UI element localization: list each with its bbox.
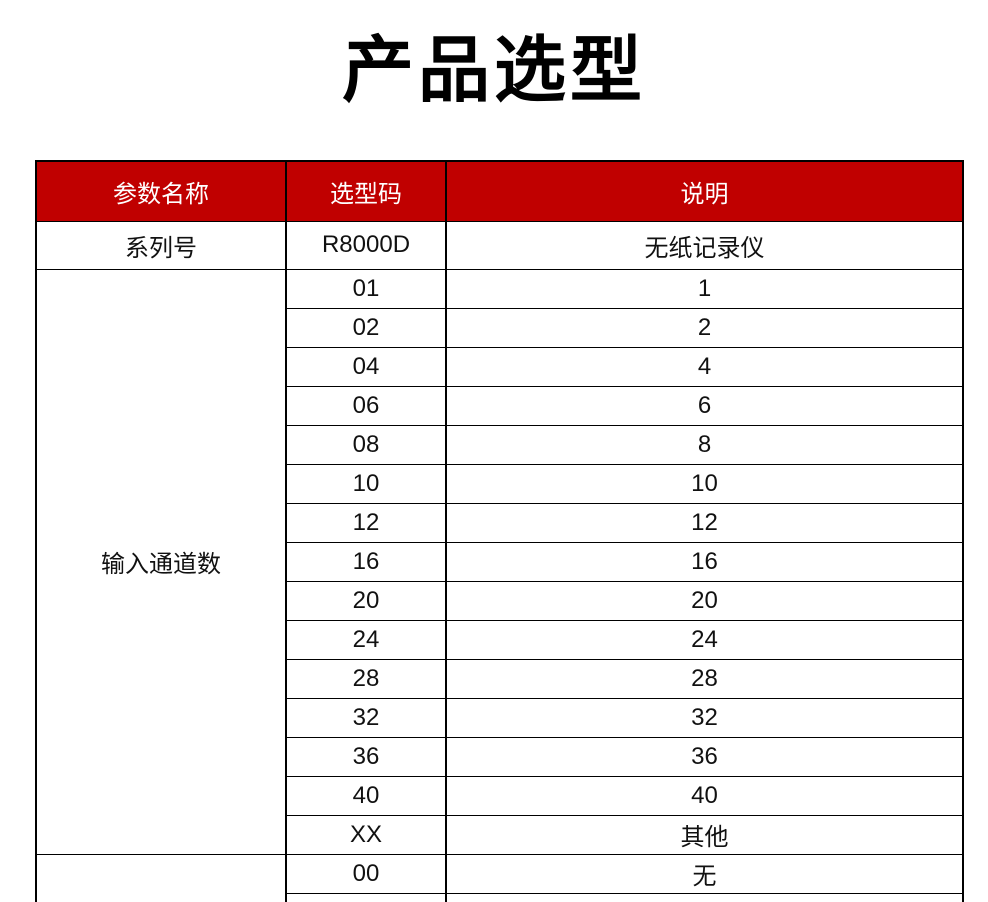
selection-code-cell: 20 — [285, 580, 447, 621]
table-row: 24 24 — [36, 619, 964, 660]
description-cell: 6 — [445, 385, 964, 426]
selection-code-cell: 08 — [285, 424, 447, 465]
selection-code-cell: 16 — [285, 541, 447, 582]
table-row — [36, 892, 964, 902]
selection-code-cell: 00 — [285, 853, 447, 894]
description-cell: 无 — [445, 853, 964, 894]
description-cell: 10 — [445, 463, 964, 504]
description-cell — [445, 892, 964, 902]
selection-code-cell: 32 — [285, 697, 447, 738]
table-row: 20 20 — [36, 580, 964, 621]
table-row: 输入通道数 01 1 — [35, 268, 964, 855]
page-title: 产品选型 — [341, 31, 646, 111]
selection-code-cell: 40 — [285, 775, 447, 816]
table-row: 06 6 — [36, 385, 964, 426]
selection-code-cell: R8000D — [285, 220, 447, 270]
column-header-description: 说明 — [445, 160, 964, 222]
table-row: 04 4 — [36, 346, 964, 387]
selection-code-cell: 36 — [285, 736, 447, 777]
description-cell: 8 — [445, 424, 964, 465]
parameter-name-cell: 系列号 — [35, 220, 287, 270]
selection-code-cell: 10 — [285, 463, 447, 504]
parameter-name-cell: 输入通道数 — [35, 268, 287, 855]
description-cell: 1 — [445, 268, 964, 309]
description-cell: 16 — [445, 541, 964, 582]
column-header-selection-code: 选型码 — [285, 160, 447, 222]
selection-code-cell — [285, 892, 447, 902]
table-row: 40 40 — [36, 775, 964, 816]
parameter-name-cell — [35, 853, 287, 902]
selection-code-cell: 06 — [285, 385, 447, 426]
selection-code-cell: 04 — [285, 346, 447, 387]
description-cell: 40 — [445, 775, 964, 816]
description-cell: 12 — [445, 502, 964, 543]
table-row: XX 其他 — [36, 814, 964, 855]
selection-code-cell: XX — [285, 814, 447, 855]
description-cell: 无纸记录仪 — [445, 220, 964, 270]
table-row: 36 36 — [36, 736, 964, 777]
table-row: 系列号 R8000D 无纸记录仪 — [35, 220, 964, 270]
table-row: 12 12 — [36, 502, 964, 543]
selection-code-cell: 01 — [285, 268, 447, 309]
table-row: 10 10 — [36, 463, 964, 504]
table-row: 00 无 — [35, 853, 964, 902]
product-selection-table: 参数名称 选型码 说明 系列号 R8000D 无纸记录仪 输入通道数 01 1 02 2 04 4… — [35, 160, 964, 902]
table-row: 02 2 — [36, 307, 964, 348]
description-cell: 24 — [445, 619, 964, 660]
selection-code-cell: 12 — [285, 502, 447, 543]
table-row: 28 28 — [36, 658, 964, 699]
selection-code-cell: 02 — [285, 307, 447, 348]
selection-code-cell: 28 — [285, 658, 447, 699]
description-cell: 其他 — [445, 814, 964, 855]
selection-code-cell: 24 — [285, 619, 447, 660]
description-cell: 20 — [445, 580, 964, 621]
table-header-row: 参数名称 选型码 说明 — [35, 160, 964, 222]
description-cell: 2 — [445, 307, 964, 348]
description-cell: 4 — [445, 346, 964, 387]
description-cell: 32 — [445, 697, 964, 738]
column-header-parameter-name: 参数名称 — [35, 160, 287, 222]
description-cell: 36 — [445, 736, 964, 777]
description-cell: 28 — [445, 658, 964, 699]
